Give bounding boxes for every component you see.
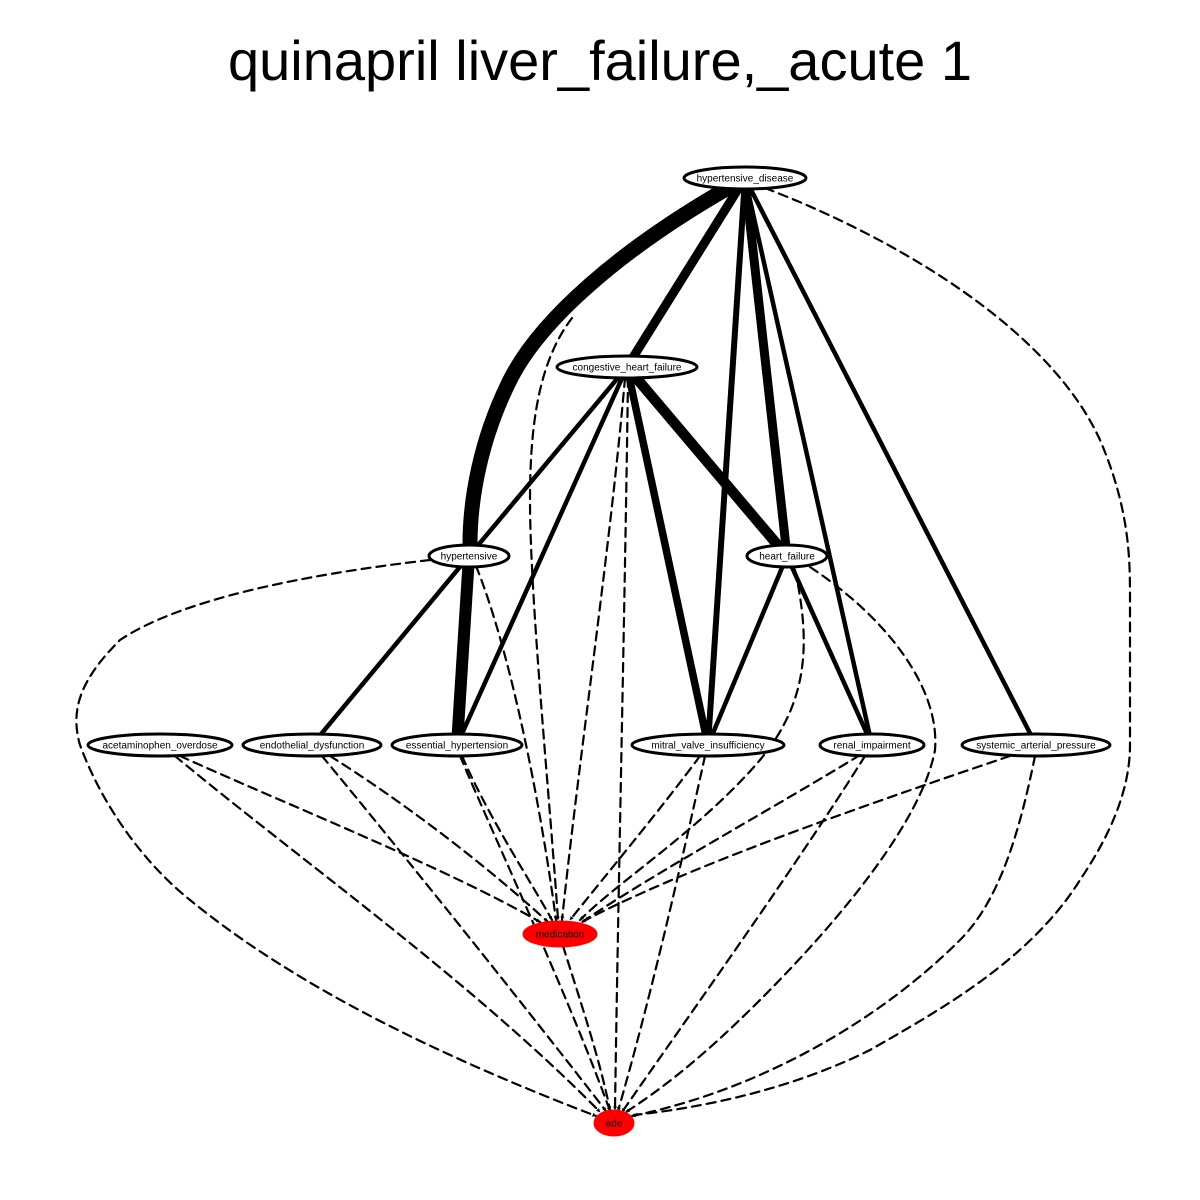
node-label: endothelial_dysfunction — [260, 741, 365, 752]
edges-layer — [75, 180, 1132, 1118]
edge-hypertensive_disease-to-renal_impairment — [745, 186, 872, 737]
edge-hypertensive-to-endothelial_dysfunction — [318, 564, 463, 737]
edge-hypertensive_disease-to-ade — [632, 186, 1132, 1117]
node-shape — [390, 732, 524, 758]
node-shape — [593, 1109, 635, 1137]
node-label: hypertensive_disease — [697, 174, 794, 185]
edge-acetaminophen_overdose-to-medication — [178, 754, 542, 924]
edge-endothelial_dysfunction-to-medication — [328, 754, 550, 924]
edge-congestive_heart_failure-to-essential_hypertension — [459, 375, 625, 737]
node-label: acetaminophen_overdose — [102, 741, 218, 752]
node-endothelial_dysfunction: endothelial_dysfunction — [241, 732, 383, 758]
node-label: heart_failure — [759, 552, 815, 563]
node-label: ade — [606, 1119, 623, 1130]
node-congestive_heart_failure: congestive_heart_failure — [555, 354, 699, 380]
node-shape — [682, 165, 808, 191]
edge-systemic_arterial_pressure-to-medication — [580, 754, 1012, 924]
node-shape — [555, 354, 699, 380]
node-label: systemic_arterial_pressure — [976, 741, 1096, 752]
node-shape — [86, 732, 234, 758]
node-medication: medication — [522, 920, 598, 948]
edge-hypertensive_disease-to-mitral_valve_insufficiency — [705, 186, 748, 737]
edge-renal_impairment-to-medication — [583, 753, 862, 922]
edge-mitral_valve_insufficiency-to-ade — [616, 754, 707, 1113]
node-label: hypertensive — [441, 552, 498, 563]
node-label: medication — [536, 930, 584, 941]
node-shape — [630, 732, 786, 758]
node-shape — [745, 543, 829, 569]
node-shape — [818, 732, 926, 758]
node-essential_hypertension: essential_hypertension — [390, 732, 524, 758]
edge-congestive_heart_failure-to-hypertensive — [475, 375, 621, 548]
edge-mitral_valve_insufficiency-to-medication — [568, 754, 702, 922]
node-label: congestive_heart_failure — [573, 363, 682, 374]
edge-heart_failure-to-renal_impairment — [789, 564, 870, 737]
edge-hypertensive_disease-to-systemic_arterial_pressure — [748, 186, 1033, 737]
node-hypertensive: hypertensive — [427, 543, 511, 569]
node-ade: ade — [593, 1109, 635, 1137]
edge-hypertensive_disease-to-congestive_heart_failure — [629, 184, 743, 361]
nodes-layer: hypertensive_disease congestive_heart_fai… — [86, 165, 1112, 1137]
edge-systemic_arterial_pressure-to-ade — [630, 754, 1037, 1118]
node-hypertensive_disease: hypertensive_disease — [682, 165, 808, 191]
edge-congestive_heart_failure-to-mitral_valve_insufficiency — [625, 374, 710, 738]
node-systemic_arterial_pressure: systemic_arterial_pressure — [960, 732, 1112, 758]
node-shape — [427, 543, 511, 569]
edge-essential_hypertension-to-medication — [460, 754, 554, 922]
edge-acetaminophen_overdose-to-ade — [173, 754, 602, 1114]
node-shape — [241, 732, 383, 758]
node-shape — [960, 732, 1112, 758]
edge-congestive_heart_failure-to-ade — [613, 376, 630, 1112]
edge-hypertensive-to-essential_hypertension — [451, 561, 475, 740]
node-acetaminophen_overdose: acetaminophen_overdose — [86, 732, 234, 758]
node-label: renal_impairment — [833, 741, 910, 752]
edge-hypertensive-to-medication — [474, 564, 558, 922]
node-mitral_valve_insufficiency: mitral_valve_insufficiency — [630, 732, 786, 758]
edge-hypertensive_disease-to-hypertensive — [462, 180, 736, 552]
edge-hypertensive_disease-to-heart_failure — [741, 184, 791, 550]
edge-heart_failure-to-medication — [578, 568, 805, 922]
edge-hypertensive-to-ade — [75, 558, 598, 1118]
graph-title: quinapril liver_failure,_acute 1 — [228, 29, 972, 92]
node-heart_failure: heart_failure — [745, 543, 829, 569]
edge-heart_failure-to-ade — [624, 565, 937, 1114]
node-label: essential_hypertension — [406, 741, 508, 752]
edge-heart_failure-to-mitral_valve_insufficiency — [710, 564, 785, 737]
node-label: mitral_valve_insufficiency — [651, 741, 764, 752]
edge-medication-to-ade — [561, 944, 612, 1112]
node-shape — [522, 920, 598, 948]
edge-hypertensive_disease-to-medication — [528, 316, 574, 922]
node-renal_impairment: renal_impairment — [818, 732, 926, 758]
edge-congestive_heart_failure-to-medication — [560, 376, 627, 922]
edge-congestive_heart_failure-to-heart_failure — [630, 372, 784, 551]
edge-endothelial_dysfunction-to-ade — [320, 754, 608, 1113]
edge-renal_impairment-to-ade — [620, 754, 867, 1114]
